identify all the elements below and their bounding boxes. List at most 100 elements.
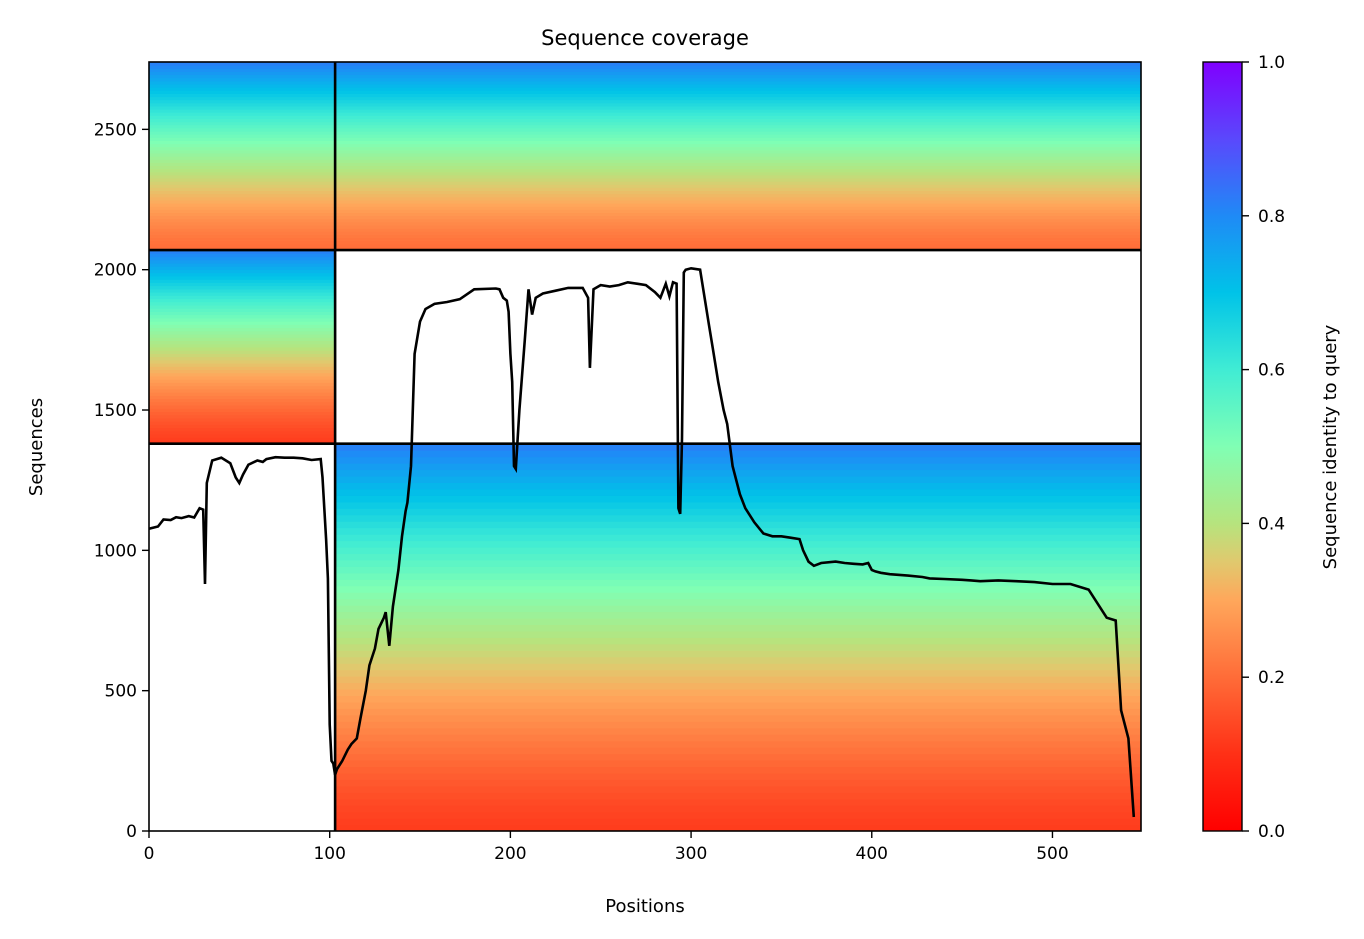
heatmap-band: [335, 127, 1141, 132]
heatmap-band: [149, 193, 336, 198]
heatmap-band: [335, 130, 1141, 135]
x-axis-label: Positions: [605, 896, 684, 917]
y-tick-label: 1500: [94, 401, 137, 421]
heatmap-band: [149, 392, 336, 396]
heatmap-band: [335, 495, 1141, 503]
heatmap-band: [149, 272, 336, 277]
heatmap-band: [149, 275, 336, 280]
heatmap-band: [149, 285, 336, 290]
coverage-line: [149, 266, 1136, 818]
heatmap-band: [149, 190, 336, 195]
heatmap-band: [149, 134, 336, 138]
heatmap-band: [149, 62, 336, 66]
heatmap-band: [149, 109, 336, 113]
heatmap-blocks: [149, 62, 1141, 831]
colorbar-gradient: [1203, 62, 1242, 831]
heatmap-band: [335, 77, 1141, 82]
heatmap-band: [149, 83, 336, 88]
heatmap-band: [149, 417, 336, 422]
colorbar-frame: [1202, 61, 1243, 832]
heatmap-band: [335, 785, 1141, 793]
heatmap-band: [149, 366, 336, 371]
heatmap-band: [149, 96, 336, 101]
heatmap-band: [335, 527, 1141, 535]
x-tick-label: 500: [1036, 844, 1068, 864]
heatmap-band: [149, 243, 336, 248]
heatmap-band: [149, 337, 336, 342]
heatmap-band: [335, 630, 1141, 638]
heatmap-band: [149, 165, 336, 170]
heatmap-band: [335, 469, 1141, 477]
heatmap-band: [149, 112, 336, 116]
heatmap-band: [149, 304, 336, 309]
heatmap-band: [335, 501, 1141, 509]
colorbar-tick-label: 0.8: [1258, 207, 1285, 227]
y-axis-ticks: 0 500 1000 1500 2000 2500: [94, 120, 149, 842]
heatmap-band: [335, 124, 1141, 129]
heatmap-band: [335, 579, 1141, 587]
heatmap-band: [149, 404, 336, 409]
heatmap-band: [149, 333, 336, 338]
heatmap-block: [149, 62, 336, 251]
heatmap-band: [149, 146, 336, 151]
heatmap-band: [335, 721, 1141, 729]
heatmap-band: [149, 340, 336, 345]
heatmap-band: [335, 592, 1141, 600]
heatmap-band: [335, 243, 1141, 248]
heatmap-band: [335, 168, 1141, 173]
heatmap-band: [149, 65, 336, 69]
heatmap-band: [335, 585, 1141, 593]
heatmap-band: [335, 228, 1141, 232]
heatmap-band: [149, 90, 336, 94]
heatmap-band: [149, 291, 336, 296]
heatmap-band: [335, 753, 1141, 761]
heatmap-band: [149, 327, 336, 332]
plot-frame: [148, 61, 1142, 832]
heatmap-band: [335, 734, 1141, 742]
heatmap-band: [149, 124, 336, 129]
heatmap-band: [335, 206, 1141, 210]
heatmap-band: [335, 83, 1141, 88]
heatmap-band: [335, 766, 1141, 774]
heatmap-band: [149, 196, 336, 201]
heatmap-band: [149, 143, 336, 148]
heatmap-band: [335, 708, 1141, 716]
x-tick-label: 200: [494, 844, 526, 864]
heatmap-band: [335, 196, 1141, 201]
heatmap-band: [335, 772, 1141, 780]
heatmap-band: [335, 203, 1141, 207]
heatmap-band: [149, 282, 336, 287]
heatmap-band: [149, 388, 336, 393]
heatmap-band: [335, 475, 1141, 484]
heatmap-band: [149, 375, 336, 380]
heatmap-block: [149, 250, 336, 445]
heatmap-band: [335, 65, 1141, 69]
heatmap-band: [335, 215, 1141, 220]
heatmap-band: [335, 624, 1141, 632]
heatmap-band: [149, 68, 336, 73]
heatmap-band: [149, 87, 336, 91]
colorbar-label: Sequence identity to query: [1320, 324, 1341, 569]
heatmap-band: [149, 105, 336, 110]
heatmap-band: [335, 105, 1141, 110]
heatmap-band: [335, 676, 1141, 684]
heatmap-band: [149, 301, 336, 306]
heatmap-band: [149, 231, 336, 235]
heatmap-band: [335, 177, 1141, 182]
heatmap-band: [149, 174, 336, 179]
heatmap-band: [149, 363, 336, 367]
heatmap-band: [149, 137, 336, 141]
colorbar-tick-label: 0.0: [1258, 822, 1285, 842]
heatmap-band: [149, 395, 336, 400]
heatmap-band: [335, 118, 1141, 123]
heatmap-band: [149, 181, 336, 185]
heatmap-band: [149, 382, 336, 387]
heatmap-band: [149, 262, 336, 267]
y-tick-label: 2000: [94, 261, 137, 281]
heatmap-band: [149, 203, 336, 207]
heatmap-band: [149, 115, 336, 120]
heatmap-band: [335, 165, 1141, 170]
heatmap-band: [149, 253, 336, 258]
heatmap-band: [149, 295, 336, 300]
